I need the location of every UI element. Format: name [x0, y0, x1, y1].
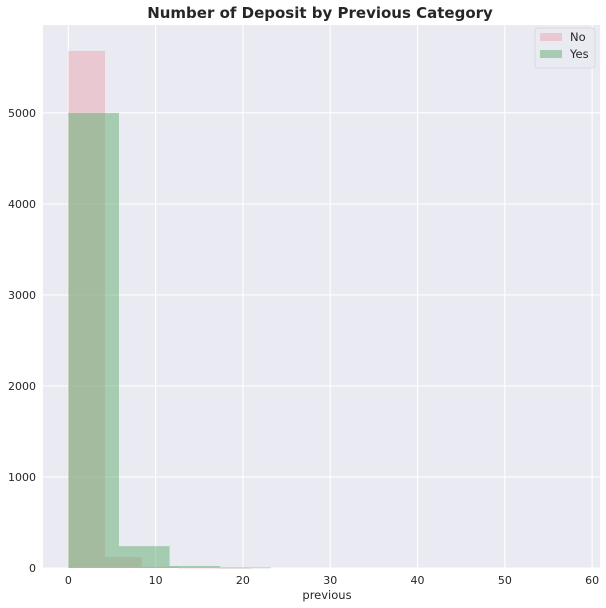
y-tick-label: 3000 [8, 289, 36, 302]
bar-yes [68, 112, 119, 569]
grid-lines [43, 25, 600, 569]
y-tick-label: 1000 [8, 471, 36, 484]
bar-no [178, 567, 215, 569]
y-tick-label: 4000 [8, 198, 36, 211]
x-tick-label: 50 [498, 574, 512, 587]
bar-yes [169, 565, 221, 568]
legend-swatch-yes [540, 50, 562, 58]
x-tick-label: 10 [149, 574, 163, 587]
legend-label-yes: Yes [569, 47, 589, 61]
y-tick-labels: 0 1000 2000 3000 4000 5000 [8, 107, 36, 575]
legend-label-no: No [570, 30, 586, 44]
x-axis-label: previous [302, 588, 351, 602]
y-tick-label: 5000 [8, 107, 36, 120]
bar-yes [220, 567, 271, 569]
bar-yes [118, 546, 170, 568]
y-tick-label: 2000 [8, 380, 36, 393]
plot-background [43, 25, 600, 568]
x-tick-label: 60 [585, 574, 599, 587]
y-tick-label: 0 [29, 562, 36, 575]
x-tick-label: 0 [65, 574, 72, 587]
legend: No Yes [534, 27, 596, 69]
x-tick-label: 40 [411, 574, 425, 587]
x-tick-label: 20 [236, 574, 250, 587]
legend-swatch-no [540, 33, 562, 41]
bars-group [68, 50, 271, 569]
chart-title: Number of Deposit by Previous Category [147, 4, 493, 22]
x-tick-label: 30 [323, 574, 337, 587]
x-tick-labels: 0 10 20 30 40 50 60 [65, 574, 599, 587]
